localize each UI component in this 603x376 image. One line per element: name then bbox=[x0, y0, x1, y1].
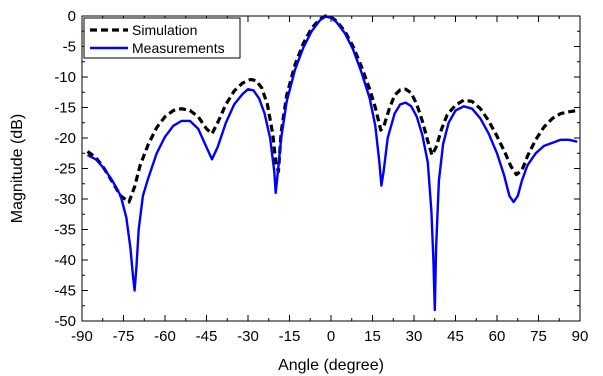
x-tick-label: -15 bbox=[279, 328, 301, 345]
y-axis-label: Magnitude (dB) bbox=[9, 114, 26, 223]
x-tick-label: 60 bbox=[489, 328, 506, 345]
y-tick-label: -5 bbox=[63, 39, 76, 56]
plot-frame bbox=[81, 15, 581, 322]
x-tick-label: -90 bbox=[71, 328, 93, 345]
x-tick-label: -45 bbox=[196, 328, 218, 345]
legend-box bbox=[83, 17, 241, 59]
legend-label-simulation: Simulation bbox=[132, 22, 197, 38]
y-tick-label: -20 bbox=[54, 130, 76, 147]
y-tick-label: -50 bbox=[54, 313, 76, 330]
y-tick-labels: 0 -5 -10 -15 -20 -25 -30 -35 -40 -45 -50 bbox=[54, 8, 76, 330]
x-tick-labels: -90 -75 -60 -45 -30 -15 0 15 30 45 60 75 90 bbox=[71, 328, 588, 345]
x-tick-label: 90 bbox=[572, 328, 589, 345]
x-tick-label: 45 bbox=[447, 328, 464, 345]
series-line-measurements bbox=[86, 15, 578, 312]
legend: Simulation Measurements bbox=[83, 17, 241, 59]
x-tick-label: 75 bbox=[530, 328, 547, 345]
y-tick-label: -35 bbox=[54, 222, 76, 239]
y-tick-label: -25 bbox=[54, 161, 76, 178]
y-tick-label: -40 bbox=[54, 252, 76, 269]
y-tick-label: 0 bbox=[68, 8, 76, 25]
axis-ticks bbox=[81, 15, 581, 322]
series-line-simulation bbox=[86, 14, 578, 204]
x-tick-label: -30 bbox=[237, 328, 259, 345]
x-tick-label: 15 bbox=[364, 328, 381, 345]
x-tick-label: 30 bbox=[406, 328, 423, 345]
x-tick-label: -75 bbox=[113, 328, 135, 345]
y-tick-label: -30 bbox=[54, 191, 76, 208]
y-tick-label: -45 bbox=[54, 283, 76, 300]
series-group bbox=[86, 14, 578, 312]
legend-label-measurements: Measurements bbox=[132, 40, 225, 56]
x-tick-label: 0 bbox=[327, 328, 335, 345]
x-axis-label: Angle (degree) bbox=[278, 357, 384, 374]
x-tick-label: -60 bbox=[154, 328, 176, 345]
y-tick-label: -10 bbox=[54, 69, 76, 86]
y-tick-label: -15 bbox=[54, 100, 76, 117]
